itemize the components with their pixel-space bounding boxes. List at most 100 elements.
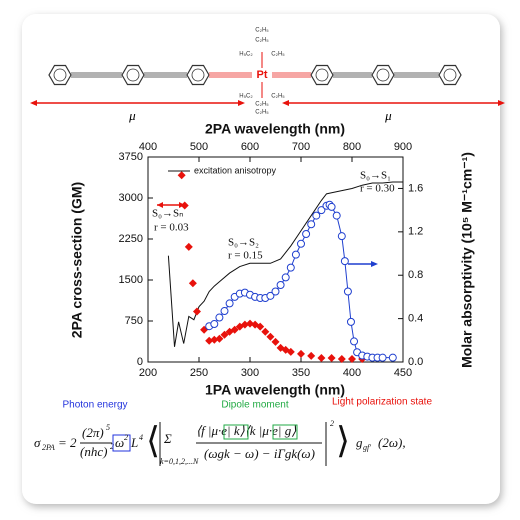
data-point	[297, 349, 305, 358]
ethyl-group: C₂H₅	[271, 94, 285, 100]
data-point	[210, 335, 219, 344]
data-point	[317, 206, 326, 215]
data-point	[302, 230, 311, 239]
data-point	[180, 201, 189, 210]
data-point	[343, 287, 352, 296]
ring-inner	[53, 68, 67, 82]
label-polarization: Light polarization state	[332, 397, 433, 408]
eq-length: L	[130, 435, 138, 450]
y-tick-label: 1500	[119, 274, 143, 286]
data-point	[246, 319, 254, 328]
data-point	[348, 354, 356, 363]
data-point	[281, 273, 290, 282]
eq-den: (nhc)	[80, 444, 107, 459]
data-point	[286, 263, 295, 272]
x-tick-label: 400	[343, 367, 361, 379]
data-point	[215, 334, 224, 343]
arrow-head	[371, 261, 378, 267]
x2-label: 2PA wavelength (nm)	[205, 121, 345, 137]
y2-tick-label: 0.0	[408, 356, 423, 368]
y2-tick-label: 0.4	[408, 313, 423, 325]
x2-tick-label: 400	[139, 141, 157, 153]
eq-tail: (2ω),	[378, 435, 406, 450]
bracket: ⟨	[146, 420, 160, 460]
data-point	[340, 257, 349, 266]
eq-num-sup: 5	[106, 423, 110, 432]
eq-length-sup: 4	[139, 433, 143, 442]
equation: Photon energy Dipole moment Light polari…	[34, 397, 432, 466]
eq-abs-sup: 2	[330, 419, 334, 428]
data-point	[327, 202, 336, 211]
plot-frame	[147, 156, 404, 363]
ethyl-group: C₂H₅	[255, 28, 269, 34]
data-point	[337, 232, 346, 241]
data-point	[271, 337, 280, 346]
data-point	[215, 313, 224, 322]
y-label: 2PA cross-section (GM)	[69, 182, 85, 338]
ethyl-group: C₂H₅	[255, 38, 269, 44]
arrow-head	[157, 202, 185, 208]
data-point	[240, 320, 249, 329]
ethyl-group: C₂H₅	[255, 102, 269, 108]
ring-inner	[376, 68, 390, 82]
data-point	[225, 299, 234, 308]
dipole-label: μ⃗	[384, 108, 402, 123]
x-tick-label: 450	[394, 367, 412, 379]
eq-frac-num: ⟨f |μ·e| k⟩⟨k |μ·e| g⟩	[196, 423, 296, 438]
x-tick-label: 300	[241, 367, 259, 379]
x2-tick-label: 700	[292, 141, 310, 153]
data-point	[286, 347, 295, 356]
y-tick-label: 750	[125, 315, 143, 327]
eq-sum-sub: k=0,1,2,...N	[160, 457, 199, 466]
ring-inner	[191, 68, 205, 82]
annotation: r = 0.30	[360, 183, 395, 195]
annotation: S₀→S₁	[360, 170, 391, 182]
data-point	[220, 307, 229, 316]
x-tick-label: 200	[139, 367, 157, 379]
x2-tick-label: 800	[343, 141, 361, 153]
data-point	[332, 211, 341, 220]
data-point	[378, 353, 387, 362]
data-point	[188, 279, 197, 288]
ethyl-group: C₂H₅	[255, 110, 269, 116]
eq-den-sup: 2	[110, 442, 114, 451]
x2-tick-label: 900	[394, 141, 412, 153]
eq-omega: ω	[115, 435, 124, 450]
eq-g-sub: gf′	[363, 443, 371, 452]
y2-tick-label: 1.6	[408, 182, 423, 194]
data-point	[291, 250, 300, 259]
annotation: r = 0.03	[154, 222, 189, 234]
data-point	[317, 353, 326, 362]
card	[22, 14, 500, 504]
dipole-box	[223, 424, 249, 440]
data-point	[184, 242, 193, 251]
data-point	[266, 291, 275, 300]
y2-tick-label: 1.2	[408, 226, 423, 238]
ring-inner	[126, 68, 140, 82]
data-point	[346, 317, 355, 326]
data-point	[192, 307, 201, 316]
x2-tick-label: 500	[190, 141, 208, 153]
data-point	[337, 354, 346, 363]
eq-g: g	[356, 435, 363, 450]
data-point	[297, 239, 305, 248]
eq-frac-den: (ωgk − ω) − iΓgk(ω)	[204, 446, 315, 461]
data-point	[266, 332, 275, 341]
bracket: ⟩	[336, 420, 350, 460]
data-point	[307, 220, 316, 229]
dipole-box	[272, 424, 298, 440]
series-line	[167, 181, 403, 347]
y-tick-label: 3000	[119, 192, 143, 204]
label-photon: Photon energy	[62, 400, 127, 411]
x2-tick-label: 600	[241, 141, 259, 153]
legend-label: excitation anisotropy	[194, 165, 277, 175]
metal: Pt	[257, 69, 268, 81]
y2-label: Molar absorptivity (10⁵ M⁻¹cm⁻¹)	[459, 152, 475, 368]
label-dipole: Dipole moment	[221, 400, 288, 411]
ethyl-group: H₅C₂	[239, 94, 253, 100]
data-point	[271, 287, 280, 296]
y-tick-label: 2250	[119, 233, 143, 245]
eq-num: (2π)	[82, 425, 104, 440]
data-point	[230, 325, 239, 334]
